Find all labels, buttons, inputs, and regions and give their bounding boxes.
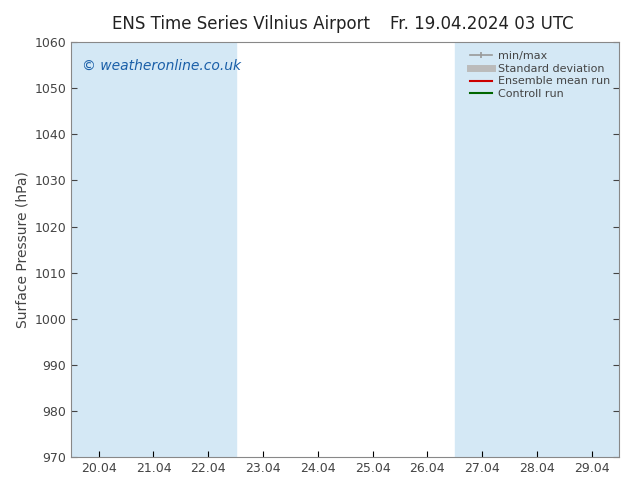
Legend: min/max, Standard deviation, Ensemble mean run, Controll run: min/max, Standard deviation, Ensemble me… [467,48,614,102]
Bar [71,42,126,457]
Bar [510,42,564,457]
Text: Fr. 19.04.2024 03 UTC: Fr. 19.04.2024 03 UTC [390,15,574,33]
Bar [126,42,181,457]
Text: © weatheronline.co.uk: © weatheronline.co.uk [82,59,242,73]
Text: ENS Time Series Vilnius Airport: ENS Time Series Vilnius Airport [112,15,370,33]
Bar [455,42,510,457]
Bar [564,42,619,457]
Y-axis label: Surface Pressure (hPa): Surface Pressure (hPa) [15,171,29,328]
Bar [181,42,236,457]
